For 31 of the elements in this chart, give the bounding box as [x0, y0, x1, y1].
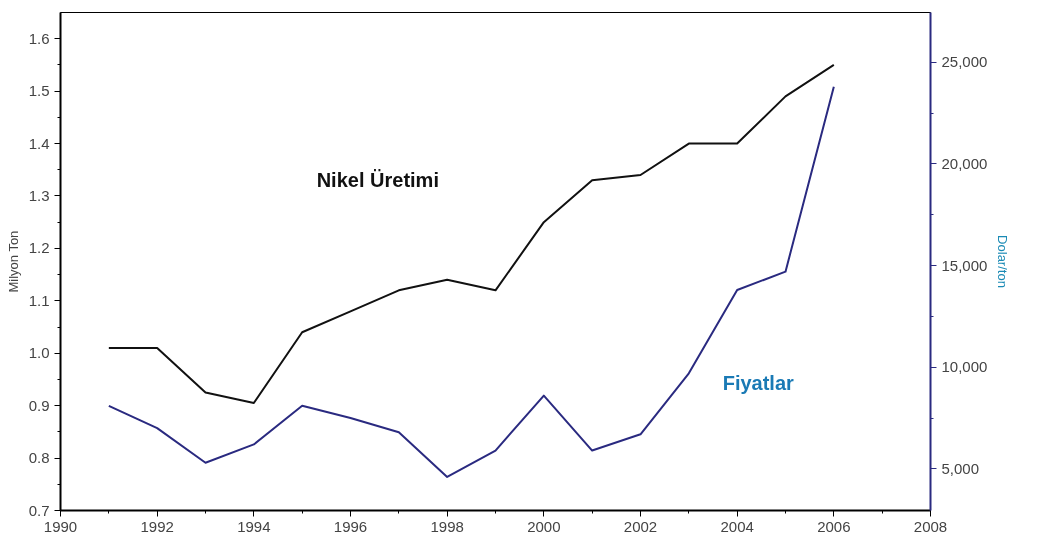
line-series — [107, 63, 835, 405]
y2-tick-label: 25,000 — [941, 53, 988, 71]
x-tick-label: 2008 — [913, 517, 948, 535]
y-tick-label: 0.7 — [28, 501, 50, 519]
y-axis-title: Milyon Ton — [5, 230, 21, 293]
series-label: Fiyatlar — [722, 372, 795, 395]
x-tick-label: 1992 — [140, 517, 174, 535]
y-tick-label: 0.9 — [28, 396, 50, 414]
y-tick-label: 0.8 — [28, 449, 50, 467]
y-tick-label: 1.3 — [28, 186, 50, 204]
y-tick-label: 1.0 — [28, 344, 50, 362]
text: Nikel Üretimi — [316, 169, 439, 192]
y2-tick-label: 15,000 — [941, 256, 988, 274]
y2-tick-label: 5,000 — [941, 459, 980, 477]
y2-tick-label: 20,000 — [941, 154, 988, 172]
y-tick-label: 1.2 — [28, 239, 50, 257]
x-tick-label: 1998 — [430, 517, 464, 535]
x-tick-label: 2004 — [720, 517, 754, 535]
x-tick-label: 2006 — [817, 517, 851, 535]
x-tick-label: 1994 — [237, 517, 271, 535]
x-tick-label: 2002 — [623, 517, 658, 535]
x-tick-label: 1996 — [333, 517, 368, 535]
x-tick-label: 1990 — [43, 517, 78, 535]
x-tick-label: 2000 — [527, 517, 561, 535]
y-tick-label: 1.5 — [28, 82, 50, 100]
y-tick-label: 1.1 — [28, 291, 50, 309]
y-tick-label: 1.6 — [28, 29, 50, 47]
line-series — [107, 85, 835, 478]
y-tick-label: 1.4 — [28, 134, 50, 152]
y2-axis-title: Dolar/ton — [995, 235, 1011, 288]
y2-tick-label: 10,000 — [941, 358, 988, 376]
